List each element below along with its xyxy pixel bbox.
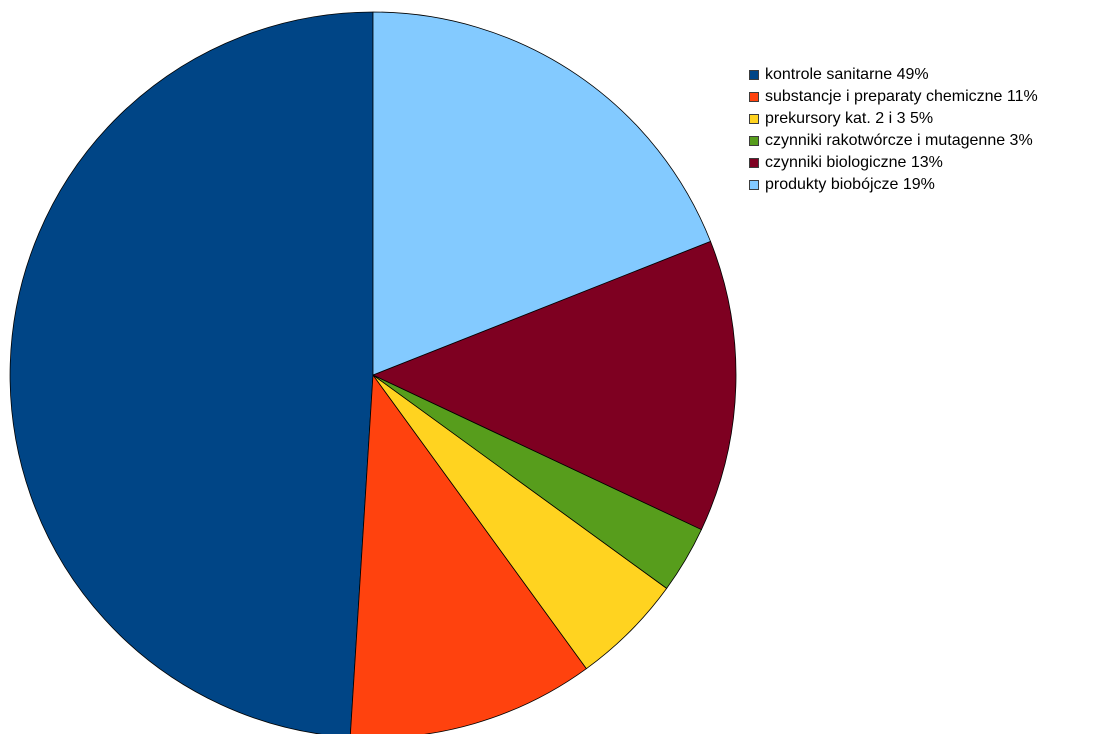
legend-swatch (749, 158, 759, 168)
pie-slice (350, 374, 587, 734)
pie-slice (372, 240, 737, 530)
legend-label: czynniki biologiczne 13% (765, 154, 943, 171)
legend-item: substancje i preparaty chemiczne 11% (748, 88, 1098, 106)
legend: kontrole sanitarne 49% substancje i prep… (748, 66, 1098, 198)
legend-item: produkty biobójcze 19% (748, 176, 1098, 194)
legend-label: kontrole sanitarne 49% (765, 66, 929, 83)
legend-swatch (749, 180, 759, 190)
legend-label: produkty biobójcze 19% (765, 176, 935, 193)
legend-swatch (749, 70, 759, 80)
legend-item: czynniki rakotwórcze i mutagenne 3% (748, 132, 1098, 150)
pie-slices (9, 11, 737, 734)
legend-label: prekursory kat. 2 i 3 5% (765, 110, 934, 127)
legend-item: czynniki biologiczne 13% (748, 154, 1098, 172)
legend-label: substancje i preparaty chemiczne 11% (765, 88, 1038, 105)
legend-item: kontrole sanitarne 49% (748, 66, 1098, 84)
legend-swatch (749, 136, 759, 146)
pie-slice (9, 11, 374, 734)
legend-item: prekursory kat. 2 i 3 5% (748, 110, 1098, 128)
pie-slice (372, 11, 711, 376)
legend-swatch (749, 92, 759, 102)
legend-swatch (749, 114, 759, 124)
legend-label: czynniki rakotwórcze i mutagenne 3% (765, 132, 1033, 149)
